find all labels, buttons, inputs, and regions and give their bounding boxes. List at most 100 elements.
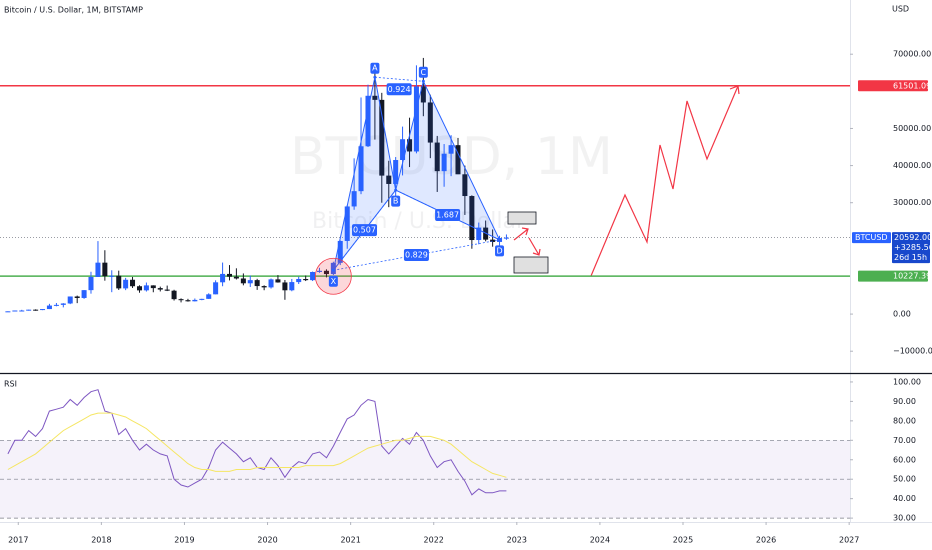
currency-label: USD: [892, 5, 909, 14]
x-tick-label: 2019: [174, 536, 194, 545]
arrow: [528, 237, 540, 256]
candle-body: [282, 282, 288, 291]
y-tick-label: 90.00: [893, 397, 916, 406]
pattern-point-label: X: [331, 277, 337, 286]
pattern-ratio-line: [374, 76, 424, 82]
candle-body: [46, 305, 52, 310]
pattern-point-label: A: [372, 64, 378, 73]
candle-body: [143, 285, 149, 291]
x-tick-label: 2027: [839, 536, 859, 545]
candle-body: [386, 175, 392, 184]
y-tick-label: 70.00: [893, 436, 916, 445]
ratio-box: [435, 208, 461, 221]
candle-body: [150, 285, 156, 289]
y-tick-label: 100.00: [893, 377, 921, 386]
x-tick-label: 2023: [507, 536, 527, 545]
candle-body: [220, 273, 226, 283]
candle-body: [102, 262, 108, 277]
candle-body: [136, 286, 143, 291]
arrow: [513, 228, 529, 241]
candle-body: [476, 227, 482, 241]
candle-body: [268, 279, 274, 288]
x-tick-label: 2020: [257, 536, 277, 545]
x-tick-label: 2021: [340, 536, 360, 545]
candle-body: [88, 276, 94, 291]
chart-title: Bitcoin / U.S. Dollar, 1M, BITSTAMP: [4, 6, 143, 15]
candle-body: [434, 142, 440, 172]
candle-body: [344, 206, 350, 241]
level-label: 10227.39: [893, 272, 931, 281]
candle-body: [254, 280, 260, 287]
x-tick-label: 2022: [424, 536, 444, 545]
x-tick-label: 2017: [8, 536, 28, 545]
candle-body: [365, 95, 371, 147]
pattern-point-box: [495, 245, 505, 257]
candle-body: [157, 288, 163, 290]
candle-body: [393, 160, 399, 184]
ratio-box: [403, 249, 429, 262]
ratio-box: [352, 224, 378, 237]
candle-body: [303, 279, 309, 281]
y-tick-label: 40.00: [893, 494, 916, 503]
y-tick-label: 0.00: [893, 310, 911, 319]
pattern-point: [421, 79, 425, 83]
y-tick-label: 30000.00: [893, 198, 931, 207]
candle-body: [199, 298, 205, 300]
last-price-box: [892, 232, 930, 264]
candle-body: [469, 196, 475, 241]
level-label-box: [858, 80, 928, 92]
candle-body: [226, 273, 233, 277]
x-tick-label: 2025: [673, 536, 693, 545]
candle-body: [116, 275, 122, 289]
candle-body: [247, 280, 253, 284]
pattern-point: [394, 188, 398, 192]
candle-body: [413, 86, 419, 152]
candle-body: [26, 309, 32, 311]
candle-body: [316, 270, 322, 272]
pattern-point-box: [418, 66, 428, 78]
candle-body: [261, 286, 267, 288]
pattern-point-label: B: [393, 197, 399, 206]
candle-body: [33, 309, 39, 311]
candle-body: [407, 139, 413, 152]
candle-body: [206, 294, 212, 299]
x-tick-label: 2024: [590, 536, 610, 545]
pattern-point-box: [391, 195, 401, 207]
symbol-label: BTCUSD: [855, 233, 888, 242]
y-tick-label: 50.00: [893, 475, 916, 484]
rsi-line: [7, 412, 507, 478]
pattern-point-label: C: [421, 68, 427, 77]
candle-body: [323, 270, 329, 275]
arrow-head: [521, 227, 529, 236]
countdown-label: 26d 15h: [894, 253, 927, 262]
candle-body: [12, 310, 18, 312]
candle-body: [358, 146, 364, 192]
ratio-label: 0.507: [353, 226, 376, 235]
y-tick-label: −10000.00: [893, 347, 932, 356]
candle-body: [233, 276, 239, 279]
candle-body: [462, 174, 468, 197]
candle-body: [19, 310, 25, 312]
candle-body: [5, 311, 11, 313]
candle-body: [185, 300, 191, 302]
y-tick-label: 50000.00: [893, 124, 931, 133]
arrow-head: [532, 248, 541, 256]
symbol-box: [852, 232, 891, 244]
projection-path: [590, 85, 739, 277]
candle-body: [171, 290, 177, 300]
candle-body: [164, 289, 170, 291]
change-label: +3285.56%: [894, 243, 932, 252]
candle-body: [275, 279, 281, 283]
candle-body: [53, 304, 59, 306]
pattern-ratio-line: [333, 189, 396, 271]
candle-body: [289, 282, 295, 291]
ratio-label: 0.829: [405, 251, 428, 260]
candle-body: [441, 153, 447, 172]
y-tick-label: 60.00: [893, 455, 916, 464]
candle-body: [213, 282, 219, 295]
target-box: [507, 211, 537, 225]
candle-body: [337, 240, 343, 263]
candle-body: [178, 299, 184, 301]
